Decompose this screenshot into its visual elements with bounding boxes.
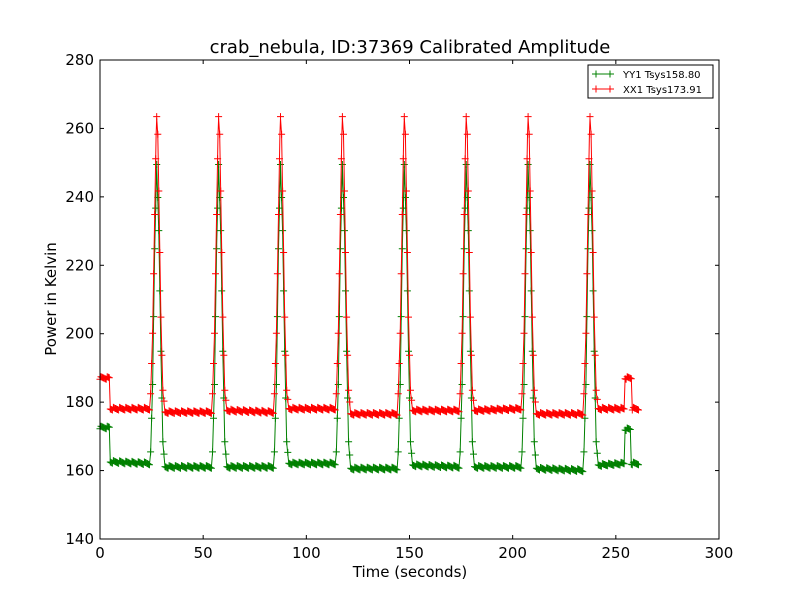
y-tick-label: 160	[65, 462, 94, 480]
x-tick-label: 50	[194, 544, 213, 562]
x-tick-label: 150	[395, 544, 424, 562]
x-tick-label: 200	[498, 544, 527, 562]
chart-title: crab_nebula, ID:37369 Calibrated Amplitu…	[210, 37, 611, 58]
y-tick-label: 280	[65, 51, 94, 69]
y-tick-label: 140	[65, 530, 94, 548]
y-axis-label: Power in Kelvin	[42, 242, 60, 356]
y-tick-label: 240	[65, 188, 94, 206]
x-tick-label: 0	[95, 544, 105, 562]
legend-label-yy1: YY1 Tsys158.80	[622, 70, 701, 81]
x-axis-label: Time (seconds)	[352, 563, 468, 581]
y-tick-label: 220	[65, 256, 94, 274]
x-tick-label: 100	[292, 544, 321, 562]
y-tick-label: 180	[65, 393, 94, 411]
x-tick-label: 300	[705, 544, 734, 562]
legend-label-xx1: XX1 Tsys173.91	[623, 85, 702, 96]
legend: YY1 Tsys158.80 XX1 Tsys173.91	[588, 65, 713, 98]
x-tick-label: 250	[602, 544, 631, 562]
y-tick-label: 200	[65, 325, 94, 343]
y-tick-label: 260	[65, 119, 94, 137]
